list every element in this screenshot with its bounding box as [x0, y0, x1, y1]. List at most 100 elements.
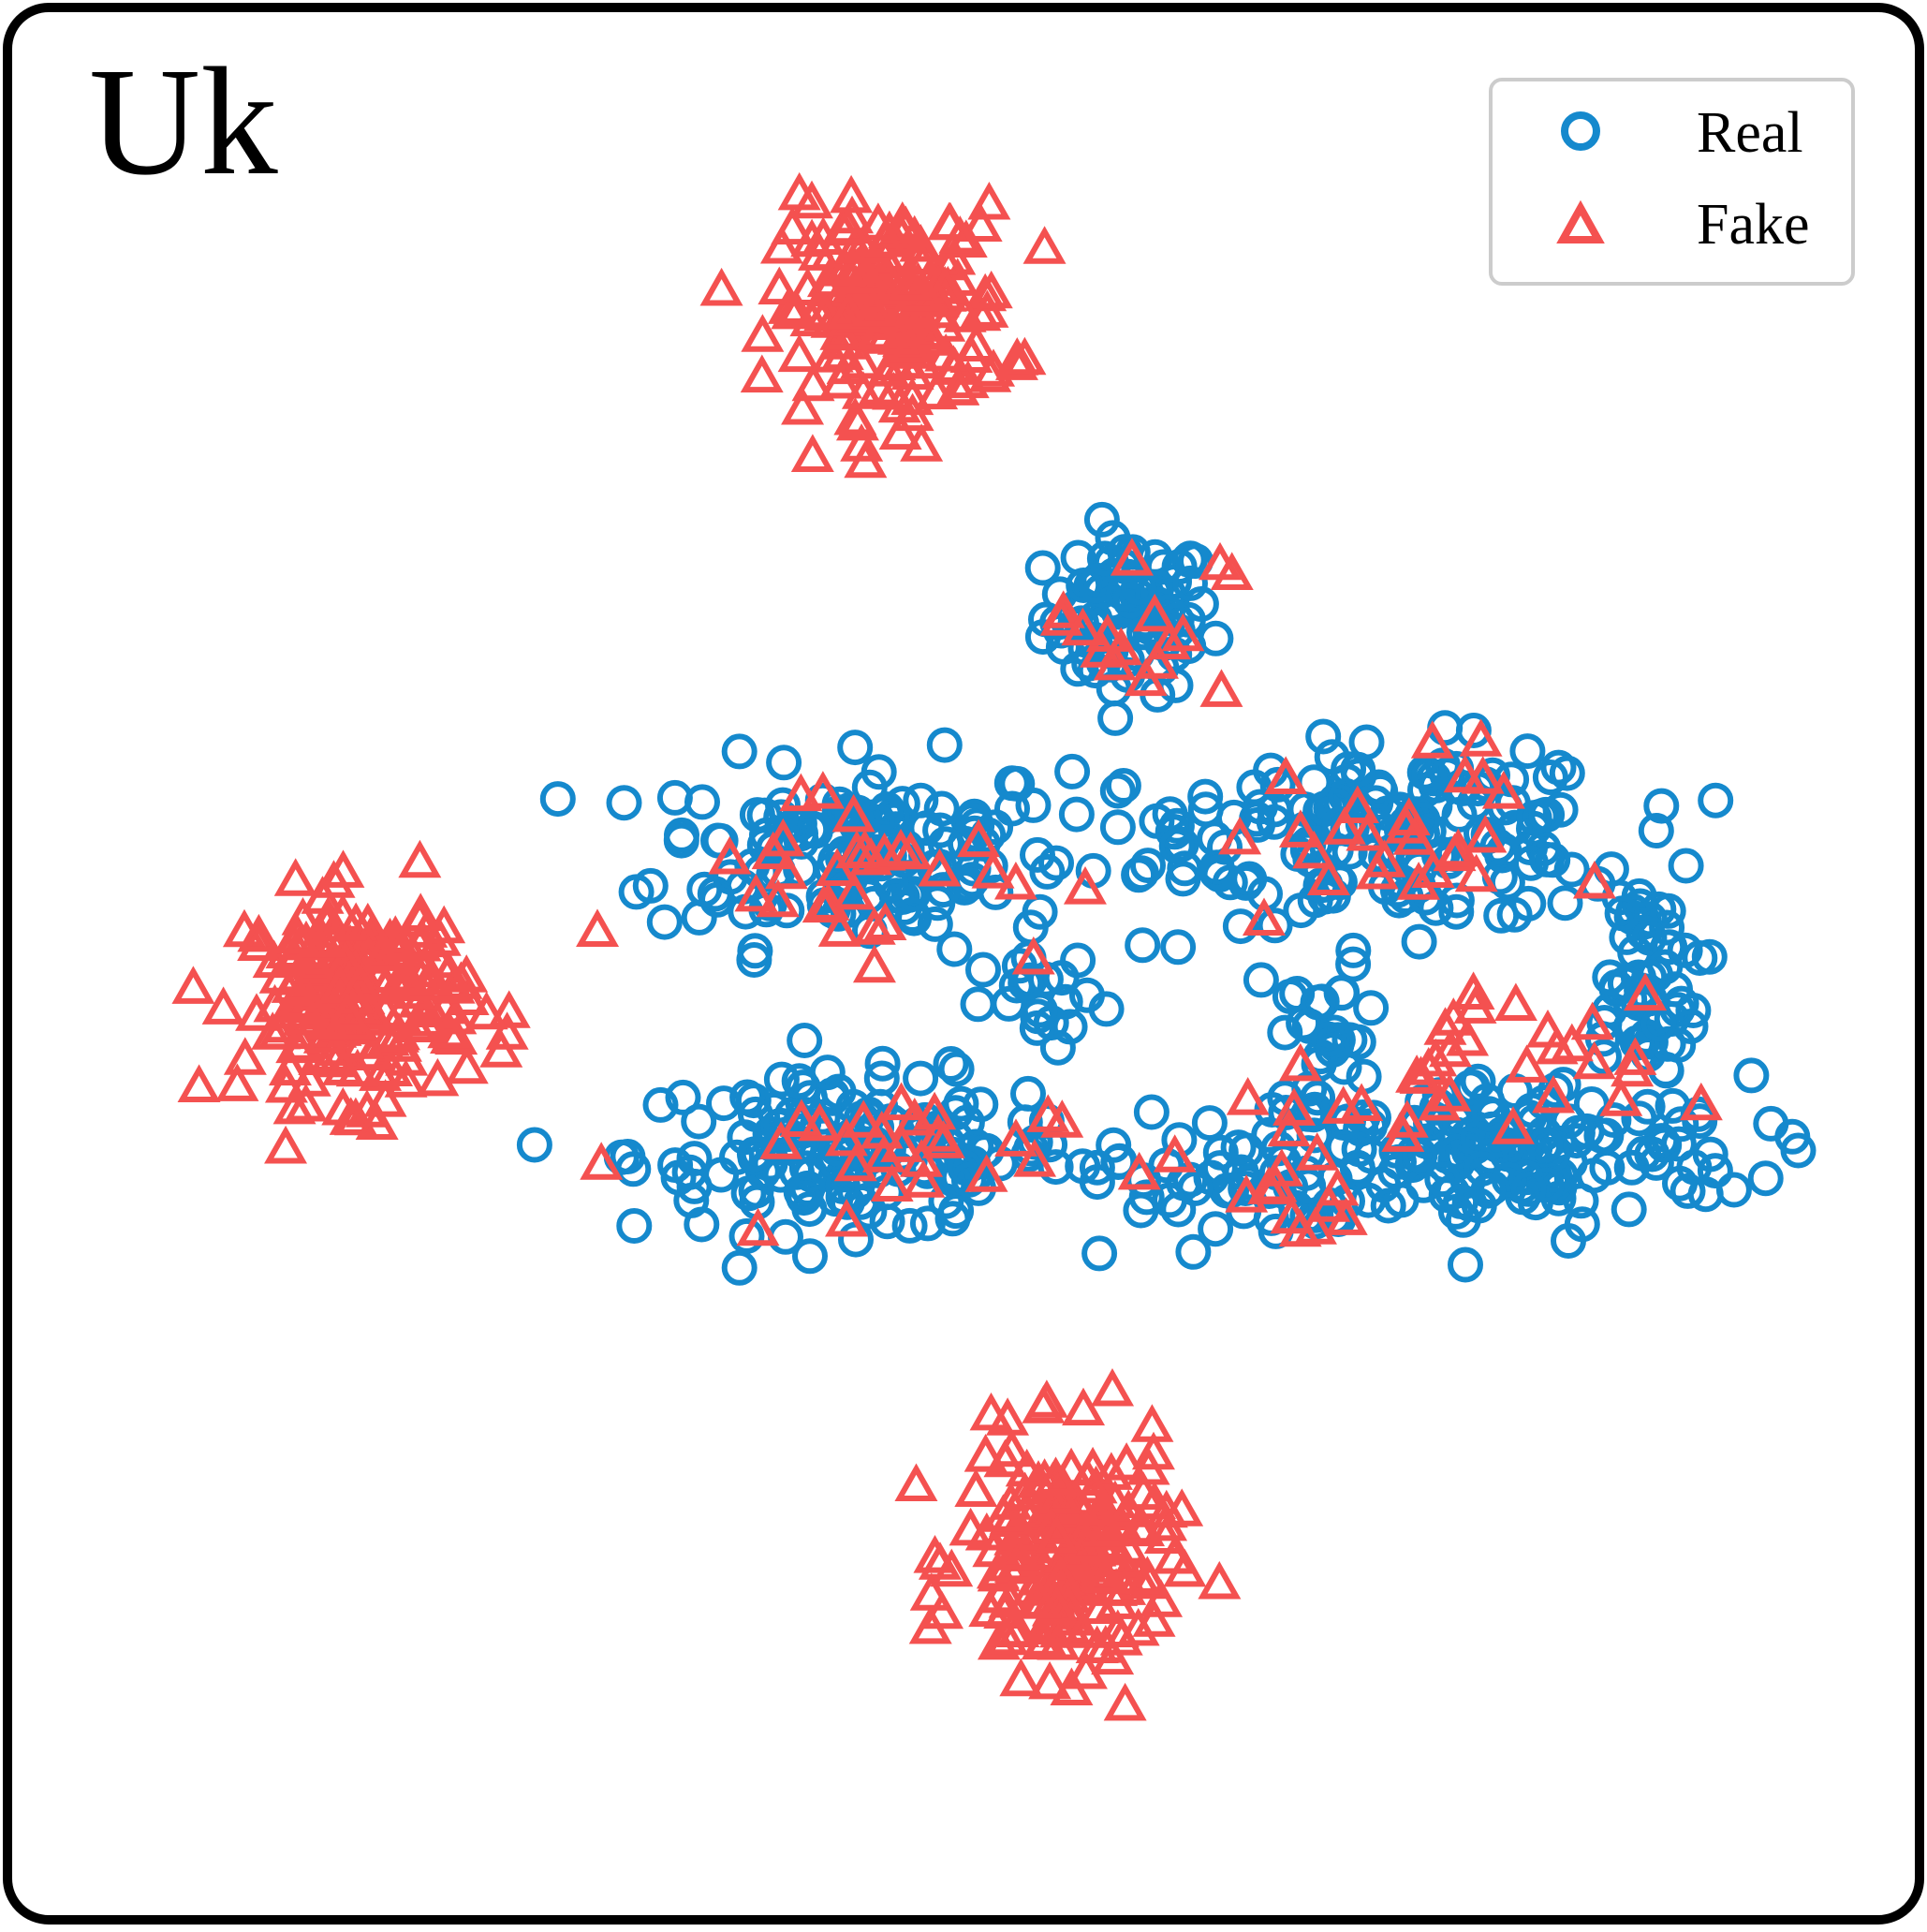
fake-point [1679, 1082, 1723, 1121]
fake-point [777, 333, 821, 373]
fake-point [954, 323, 998, 361]
fake-point [1259, 1148, 1303, 1187]
real-point [1280, 836, 1317, 873]
real-point [1448, 1246, 1483, 1283]
fake-point [988, 1579, 1032, 1618]
real-point [1510, 1171, 1547, 1207]
fake-point [485, 1011, 529, 1050]
real-point [1340, 1152, 1376, 1188]
fake-point [790, 218, 834, 258]
real-point [1243, 962, 1279, 998]
fake-point [1525, 1010, 1569, 1048]
real-point [646, 904, 683, 940]
real-point [861, 754, 897, 790]
fake-point [957, 819, 1001, 858]
fake-point [1022, 1385, 1066, 1423]
fake-point [1381, 1113, 1425, 1152]
fake-point [1446, 1017, 1490, 1056]
fake-point [580, 1142, 624, 1180]
real-point [1043, 960, 1080, 996]
fake-point [287, 1058, 331, 1097]
fake-point [1454, 853, 1498, 892]
fake-point [907, 312, 951, 350]
fake-point [385, 1038, 429, 1076]
fake-point [938, 215, 982, 254]
real-point [1747, 1160, 1784, 1197]
fake-point [302, 919, 346, 958]
real-point [926, 727, 963, 763]
fake-point [1242, 897, 1286, 936]
fake-point [954, 1468, 998, 1507]
fake-point [1278, 1042, 1322, 1082]
fake-point [215, 1063, 259, 1101]
real-point [917, 906, 953, 942]
real-point [903, 1060, 939, 1097]
fake-point [1153, 1134, 1197, 1172]
fake-point [1532, 1075, 1576, 1113]
fake-point [870, 1163, 914, 1202]
fake-point [708, 836, 752, 875]
fake-point [384, 1059, 428, 1098]
real-point [909, 1205, 946, 1242]
real-point [1191, 1105, 1228, 1142]
real-point [965, 951, 1001, 988]
fake-point [1099, 627, 1143, 666]
fake-point [1218, 816, 1262, 855]
fake-point [964, 1154, 1008, 1192]
fake-point [1226, 1077, 1270, 1115]
fake-point [842, 1099, 886, 1138]
real-point [1697, 1153, 1733, 1189]
real-point [1676, 1149, 1713, 1186]
real-point [1668, 848, 1704, 884]
real-point [943, 1085, 979, 1122]
real-point [963, 1086, 999, 1123]
real-point [1698, 782, 1734, 819]
real-point [1177, 1171, 1214, 1206]
fake-point [699, 267, 743, 306]
fake-point [235, 993, 279, 1031]
real-point [1123, 855, 1159, 892]
fake-point [933, 236, 977, 275]
real-point [1335, 932, 1372, 968]
real-point [721, 1249, 758, 1286]
fake-point [920, 1590, 964, 1630]
fake-point [1116, 1607, 1160, 1646]
real-point [1029, 853, 1066, 890]
real-point [681, 1103, 717, 1140]
real-point [1780, 1132, 1817, 1169]
fake-point [1464, 815, 1508, 853]
fake-point [981, 1494, 1025, 1532]
fake-point [416, 1057, 460, 1097]
fake-point [994, 1532, 1038, 1571]
fake-point [1599, 1078, 1643, 1116]
real-point [1038, 845, 1074, 881]
fake-point [1572, 1040, 1616, 1080]
fake-point [355, 1101, 399, 1140]
fake-point [1410, 720, 1454, 759]
fake-point [1133, 593, 1177, 632]
real-point [1655, 1087, 1691, 1124]
real-point [1220, 1129, 1257, 1166]
fake-point [1089, 1452, 1133, 1490]
real-point [1133, 1094, 1169, 1130]
real-point [1160, 929, 1197, 966]
real-point [993, 765, 1030, 802]
fake-point [841, 371, 885, 409]
fake-point [333, 1097, 377, 1136]
fake-point [1611, 1048, 1655, 1087]
real-point [763, 1061, 800, 1098]
real-point [1145, 549, 1182, 585]
fake-point [1624, 972, 1668, 1011]
real-point [1352, 1108, 1389, 1144]
fake-point [771, 206, 815, 245]
real-point [1105, 768, 1141, 804]
fake-point [363, 1079, 407, 1117]
real-point [1438, 893, 1475, 930]
fake-point [370, 1048, 414, 1086]
real-point [1096, 1127, 1132, 1163]
real-point [1058, 796, 1095, 833]
real-point [1024, 550, 1061, 586]
fake-point [856, 311, 900, 350]
fake-point [965, 289, 1009, 328]
